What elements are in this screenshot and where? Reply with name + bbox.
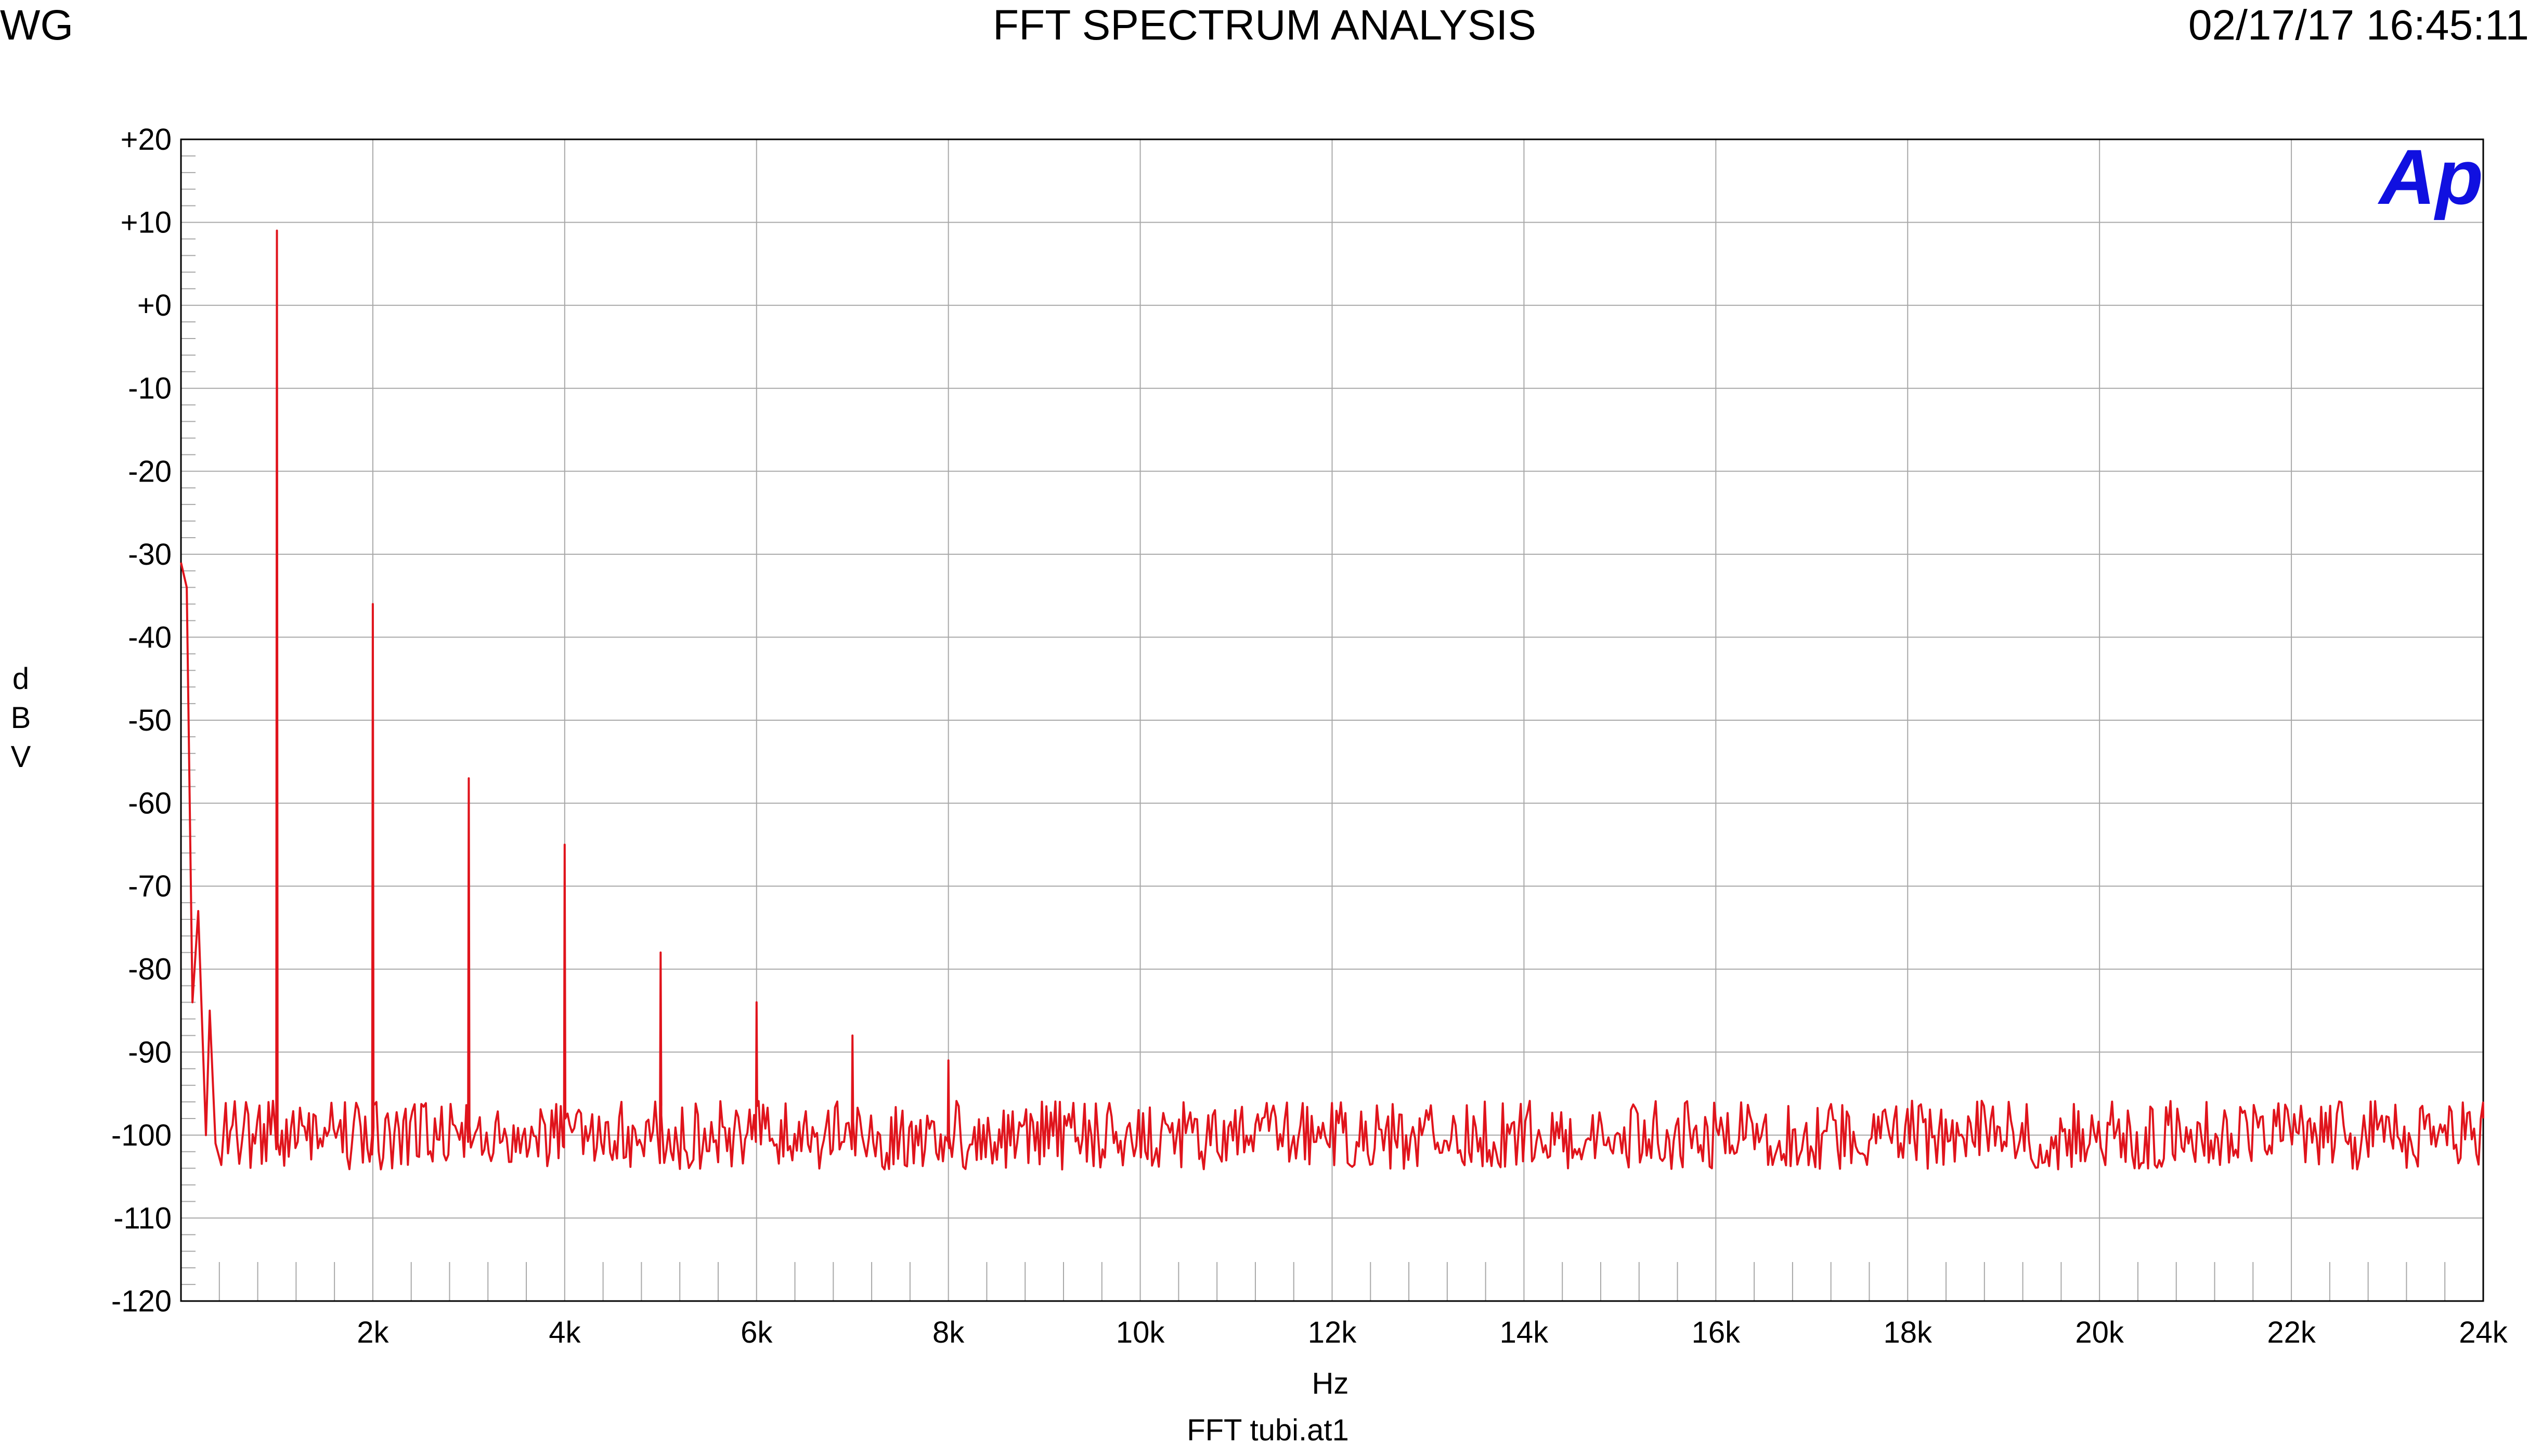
- x-tick-label: 6k: [741, 1316, 773, 1349]
- x-tick-labels: 2k 4k 6k 8k 10k 12k 14k 16k 18k 20k 22k 24k: [357, 1316, 2508, 1349]
- y-tick-labels: +20 +10 +0 -10 -20 -30 -40 -50 -60 -70 -80 -90 -100 -…: [111, 123, 172, 1318]
- y-tick-label: -100: [111, 1119, 172, 1152]
- x-tick-label: 22k: [2267, 1316, 2316, 1349]
- header-datetime: 02/17/17 16:45:11: [2188, 2, 2529, 49]
- y-tick-label: +20: [121, 123, 172, 157]
- y-tick-label: -40: [128, 620, 172, 654]
- y-tick-label: -30: [128, 538, 172, 571]
- x-tick-label: 16k: [1692, 1316, 1741, 1349]
- y-tick-label: +10: [121, 206, 172, 240]
- footer-filename: FFT tubi.at1: [1187, 1413, 1349, 1447]
- minor-ticks: [181, 155, 2446, 1301]
- y-tick-label: +0: [137, 289, 172, 322]
- x-tick-label: 24k: [2459, 1316, 2508, 1349]
- chart-title: FFT SPECTRUM ANALYSIS: [993, 2, 1536, 49]
- y-tick-label: -10: [128, 372, 172, 406]
- x-tick-label: 4k: [549, 1316, 581, 1349]
- y-tick-label: -80: [128, 953, 172, 986]
- plot-frame: [180, 138, 2484, 1302]
- x-axis-title: Hz: [1312, 1367, 1349, 1400]
- y-tick-label: -120: [111, 1284, 172, 1318]
- y-tick-label: -90: [128, 1035, 172, 1069]
- x-tick-label: 14k: [1500, 1316, 1549, 1349]
- x-tick-label: 20k: [2075, 1316, 2124, 1349]
- svg-text:d: d: [12, 662, 29, 696]
- y-tick-label: -20: [128, 454, 172, 488]
- y-tick-label: -70: [128, 869, 172, 903]
- svg-text:V: V: [11, 740, 31, 774]
- x-tick-label: 2k: [357, 1316, 389, 1349]
- x-tick-label: 10k: [1116, 1316, 1165, 1349]
- y-tick-label: -50: [128, 704, 172, 737]
- x-tick-label: 12k: [1308, 1316, 1357, 1349]
- audio-precision-logo: Ap: [2377, 133, 2483, 220]
- y-tick-label: -110: [113, 1201, 172, 1235]
- y-axis-title: d B V: [11, 662, 31, 774]
- header-left-label: WG: [0, 2, 74, 49]
- spectrum-series-line: [180, 229, 2484, 1171]
- x-tick-label: 8k: [932, 1316, 965, 1349]
- y-tick-label: -60: [128, 787, 172, 821]
- svg-text:B: B: [11, 701, 31, 735]
- x-tick-label: 18k: [1883, 1316, 1933, 1349]
